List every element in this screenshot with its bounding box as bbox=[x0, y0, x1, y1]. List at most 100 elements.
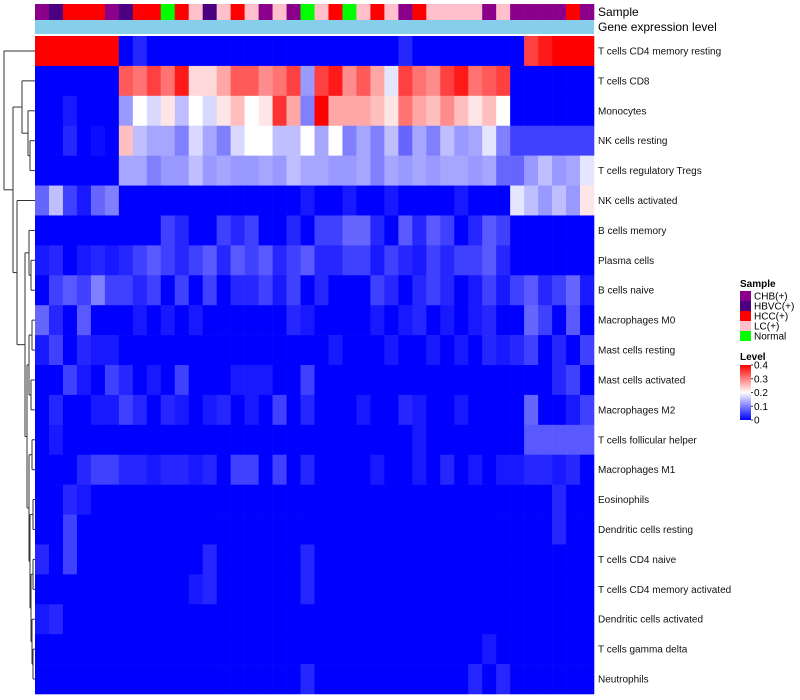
heatmap-cell bbox=[510, 125, 525, 156]
heatmap-cell bbox=[580, 574, 595, 605]
heatmap-cell bbox=[482, 275, 497, 306]
heatmap-cell bbox=[412, 365, 427, 396]
heatmap-cell bbox=[566, 484, 581, 515]
heatmap-cell bbox=[286, 454, 301, 485]
heatmap-cell bbox=[230, 65, 245, 97]
heatmap-cell bbox=[440, 185, 455, 216]
heatmap-cell bbox=[62, 155, 78, 186]
heatmap-cell bbox=[398, 574, 413, 605]
heatmap-cell bbox=[384, 245, 399, 276]
heatmap-cell bbox=[398, 125, 413, 156]
heatmap-cell bbox=[538, 95, 553, 127]
heatmap-cell bbox=[482, 305, 497, 336]
sample-annotation-cell bbox=[104, 4, 120, 20]
sample-legend-label: Normal bbox=[754, 332, 786, 343]
heatmap-cell bbox=[202, 424, 217, 456]
heatmap-cell bbox=[342, 365, 357, 396]
heatmap-cell bbox=[510, 664, 525, 695]
heatmap-cell bbox=[538, 365, 553, 396]
heatmap-cell bbox=[426, 95, 441, 127]
heatmap-cell bbox=[370, 514, 385, 545]
heatmap-cell bbox=[62, 125, 78, 156]
heatmap-cell bbox=[188, 394, 203, 426]
heatmap-cell bbox=[216, 335, 231, 366]
heatmap-cell bbox=[538, 275, 553, 306]
heatmap-cell bbox=[272, 95, 287, 127]
heatmap-cell bbox=[510, 604, 525, 635]
heatmap-cell bbox=[48, 275, 64, 306]
heatmap-cell bbox=[356, 664, 371, 695]
heatmap-cell bbox=[104, 215, 120, 246]
heatmap-cell bbox=[482, 514, 497, 545]
heatmap-cell bbox=[48, 155, 64, 186]
heatmap-cell bbox=[48, 424, 64, 456]
heatmap-cell bbox=[328, 484, 343, 515]
heatmap-cell bbox=[35, 574, 50, 605]
heatmap-cell bbox=[216, 125, 231, 156]
heatmap-cell bbox=[412, 424, 427, 456]
sample-annotation-cell bbox=[272, 4, 287, 20]
heatmap-cell bbox=[230, 484, 245, 515]
track-title-sample: Sample bbox=[598, 5, 639, 19]
heatmap-cell bbox=[440, 454, 455, 485]
heatmap-cell bbox=[118, 454, 134, 485]
heatmap-cell bbox=[398, 514, 413, 545]
sample-annotation-track bbox=[35, 4, 595, 20]
heatmap-cell bbox=[342, 664, 357, 695]
heatmap-cell bbox=[216, 454, 231, 485]
heatmap-cell bbox=[174, 65, 190, 97]
heatmap-cell bbox=[118, 185, 134, 216]
heatmap-cell bbox=[552, 185, 567, 216]
heatmap-cell bbox=[524, 365, 539, 396]
heatmap-cell bbox=[496, 125, 511, 156]
heatmap-cell bbox=[328, 36, 343, 67]
heatmap-cell bbox=[496, 245, 511, 276]
heatmap-cell bbox=[482, 95, 497, 127]
heatmap-cell bbox=[132, 365, 148, 396]
heatmap-cell bbox=[216, 305, 231, 336]
heatmap-cell bbox=[524, 514, 539, 545]
heatmap-cell bbox=[286, 215, 301, 246]
heatmap-cell bbox=[426, 664, 441, 695]
heatmap-cell bbox=[552, 634, 567, 665]
heatmap-cell bbox=[566, 245, 581, 276]
sample-annotation-cell bbox=[580, 4, 595, 20]
row-label: Mast cells resting bbox=[598, 346, 675, 357]
heatmap-cell bbox=[580, 215, 595, 246]
heatmap-cell bbox=[230, 574, 245, 605]
heatmap-cell bbox=[174, 155, 190, 186]
heatmap-cell bbox=[468, 275, 483, 306]
heatmap-cell bbox=[118, 394, 134, 426]
heatmap-cell bbox=[174, 36, 190, 67]
heatmap-cell bbox=[580, 544, 595, 575]
heatmap-cell bbox=[454, 514, 469, 545]
expression-annotation-bar bbox=[35, 20, 594, 34]
heatmap-cell bbox=[258, 424, 273, 456]
heatmap-cell bbox=[272, 185, 287, 216]
heatmap-cell bbox=[146, 305, 162, 336]
heatmap-cell bbox=[202, 185, 217, 216]
heatmap-cell bbox=[174, 275, 190, 306]
row-label: T cells gamma delta bbox=[598, 645, 688, 656]
heatmap-cell bbox=[258, 95, 273, 127]
sample-annotation-cell bbox=[384, 4, 399, 20]
heatmap-cell bbox=[76, 664, 92, 695]
heatmap-cell bbox=[202, 275, 217, 306]
heatmap-cell bbox=[524, 634, 539, 665]
heatmap-cell bbox=[104, 544, 120, 575]
heatmap-cell bbox=[216, 215, 231, 246]
heatmap-cells bbox=[35, 36, 595, 695]
heatmap-cell bbox=[440, 484, 455, 515]
heatmap-cell bbox=[356, 514, 371, 545]
heatmap-cell bbox=[328, 634, 343, 665]
sample-annotation-cell bbox=[160, 4, 176, 20]
heatmap-cell bbox=[202, 394, 217, 426]
heatmap-cell bbox=[258, 125, 273, 156]
heatmap-cell bbox=[160, 634, 176, 665]
level-legend-tick-label: 0.2 bbox=[754, 388, 768, 399]
heatmap-cell bbox=[566, 514, 581, 545]
heatmap-cell bbox=[244, 604, 259, 635]
heatmap-cell bbox=[510, 305, 525, 336]
heatmap-cell bbox=[230, 514, 245, 545]
heatmap-cell bbox=[258, 155, 273, 186]
